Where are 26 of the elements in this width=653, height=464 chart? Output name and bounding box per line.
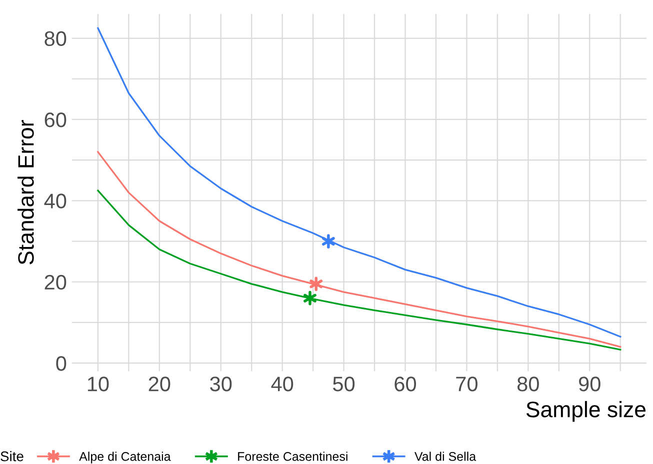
point xyxy=(304,290,316,306)
x-axis-title: Sample size xyxy=(526,401,646,422)
y-tick-label: 40 xyxy=(44,194,66,208)
point xyxy=(310,276,323,292)
x-tick-label: 90 xyxy=(579,376,600,392)
x-tick-label: 40 xyxy=(271,376,294,392)
y-tick-label: 80 xyxy=(44,31,66,46)
x-tick-label: 70 xyxy=(456,376,478,392)
y-axis-title: Standard Error xyxy=(18,120,34,264)
y-tick-label: 0 xyxy=(56,356,66,371)
x-tick-label: 80 xyxy=(517,376,539,392)
line-series xyxy=(97,27,622,338)
x-tick-label: 10 xyxy=(88,376,109,392)
line-series xyxy=(97,151,622,348)
x-tick-label: 50 xyxy=(333,376,355,392)
y-tick-label: 60 xyxy=(44,112,66,128)
x-tick-label: 20 xyxy=(148,376,170,392)
point xyxy=(322,234,335,248)
x-tick-label: 60 xyxy=(394,376,416,392)
x-tick-label: 30 xyxy=(210,376,232,392)
legend-label: Val di Sella xyxy=(414,452,476,461)
legend-title: Site xyxy=(0,451,24,462)
legend-label: Foreste Casentinesi xyxy=(238,452,348,461)
line-series xyxy=(97,190,622,351)
legend-label: Alpe di Catenaia xyxy=(79,452,171,464)
y-tick-label: 20 xyxy=(44,274,66,290)
